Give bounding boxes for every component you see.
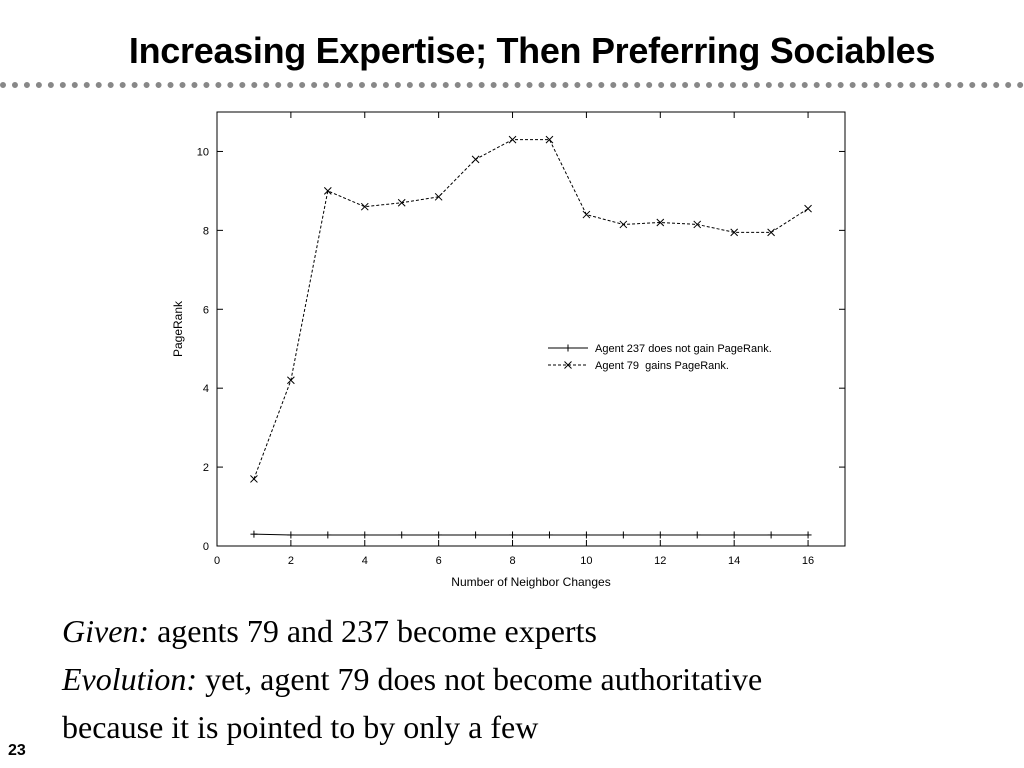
data-point: [656, 531, 664, 539]
data-point: [434, 192, 443, 201]
data-point: [730, 228, 739, 237]
data-point: [509, 531, 517, 539]
caption-evolution-label: Evolution:: [62, 661, 198, 697]
y-tick-label: 4: [203, 383, 209, 395]
data-point: [656, 218, 665, 227]
x-tick-label: 4: [362, 555, 368, 567]
legend-label: Agent 237 does not gain PageRank.: [595, 343, 772, 355]
data-point: [435, 531, 443, 539]
data-point: [582, 210, 591, 219]
data-point: [582, 531, 590, 539]
x-tick-label: 2: [288, 555, 294, 567]
data-point: [545, 531, 553, 539]
series-agent-79: [250, 135, 812, 483]
slide-number: 23: [8, 742, 26, 759]
legend-marker: [564, 344, 572, 352]
data-point: [471, 155, 480, 164]
data-point: [324, 531, 332, 539]
y-tick-label: 10: [197, 146, 209, 158]
title-divider: [0, 82, 1024, 88]
data-point: [767, 531, 775, 539]
legend-entry: Agent 79 gains PageRank.: [548, 360, 729, 372]
data-point: [287, 531, 295, 539]
caption-given-label: Given:: [62, 613, 150, 649]
plot-frame: [216, 111, 846, 547]
y-tick-label: 0: [203, 541, 209, 553]
data-point: [804, 531, 812, 539]
series-line: [253, 139, 809, 480]
chart-legend: Agent 237 does not gain PageRank. Agent 7…: [548, 343, 772, 372]
data-point: [397, 198, 406, 207]
data-point: [361, 531, 369, 539]
data-point: [398, 531, 406, 539]
data-point: [619, 220, 628, 229]
data-point: [619, 531, 627, 539]
caption-continued-text: because it is pointed to by only a few: [62, 709, 539, 745]
data-point: [767, 228, 775, 237]
caption-line-given: Given: agents 79 and 237 become experts: [62, 607, 1002, 655]
data-point: [804, 204, 812, 213]
data-point: [287, 376, 295, 385]
y-tick-label: 6: [203, 304, 209, 316]
x-tick-label: 8: [509, 555, 515, 567]
x-tick-label: 16: [802, 555, 814, 567]
caption-line-evolution: Evolution: yet, agent 79 does not become…: [62, 655, 1002, 703]
x-tick-label: 12: [654, 555, 666, 567]
data-point: [472, 531, 480, 539]
data-point: [693, 531, 701, 539]
caption-evolution-text: yet, agent 79 does not become authoritat…: [205, 661, 763, 697]
y-axis-label: PageRank: [171, 300, 185, 357]
data-point: [730, 531, 738, 539]
data-point: [323, 187, 332, 195]
data-point: [508, 135, 517, 144]
y-tick-label: 8: [203, 225, 209, 237]
x-tick-label: 14: [728, 555, 740, 567]
slide-title: Increasing Expertise; Then Preferring So…: [128, 30, 936, 71]
series-line: [253, 533, 809, 536]
caption-line-continued: because it is pointed to by only a few: [62, 703, 1002, 751]
legend-entry: Agent 237 does not gain PageRank.: [548, 343, 772, 355]
pagerank-line-chart: 0 2 4 6 8 10 12 14 16 0 2 4 6 8 10 PageRank Number of …: [171, 111, 846, 589]
series-agent-237: [250, 530, 812, 539]
legend-marker: [564, 361, 572, 369]
y-tick-label: 2: [203, 462, 209, 474]
data-point: [250, 530, 258, 538]
legend-label: Agent 79 gains PageRank.: [595, 360, 729, 372]
x-tick-label: 10: [580, 555, 592, 567]
data-point: [693, 220, 702, 229]
caption-given-text: agents 79 and 237 become experts: [157, 613, 597, 649]
x-tick-label: 6: [436, 555, 442, 567]
data-point: [360, 202, 369, 211]
x-axis-label: Number of Neighbor Changes: [451, 575, 610, 589]
data-point: [545, 135, 554, 144]
caption: Given: agents 79 and 237 become experts …: [62, 607, 1002, 751]
data-point: [250, 475, 258, 483]
x-tick-label: 0: [214, 555, 220, 567]
